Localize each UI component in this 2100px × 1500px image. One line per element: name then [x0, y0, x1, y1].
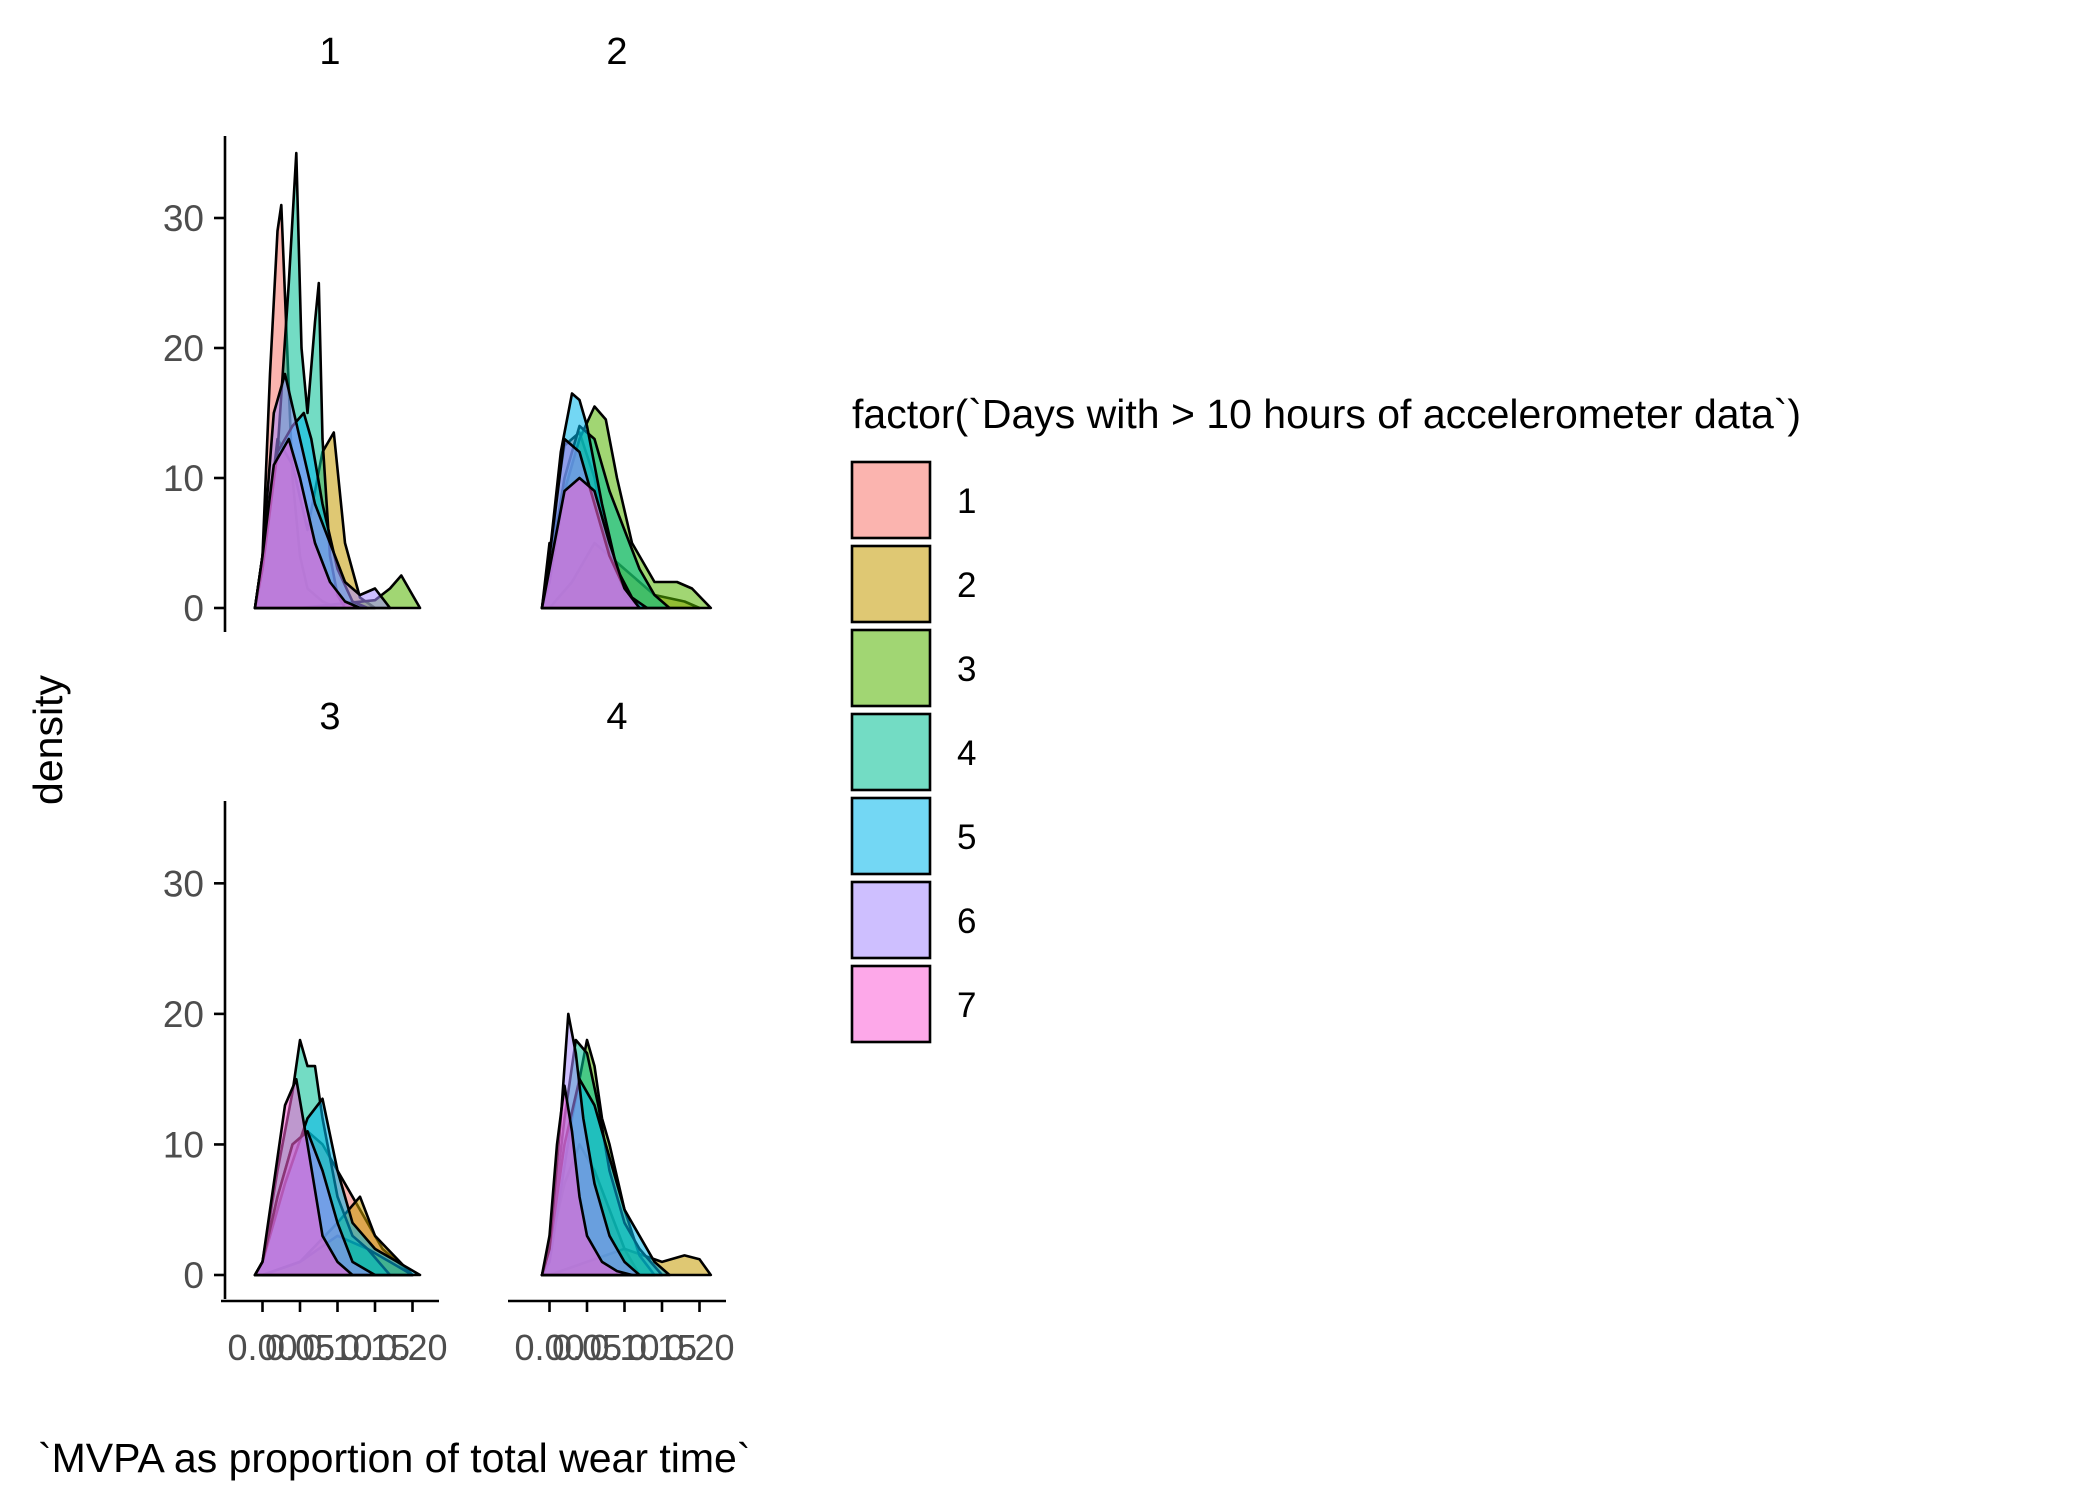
legend-key-6 — [850, 880, 932, 960]
x-tick-label: 0.10 — [302, 1327, 372, 1368]
legend-key-2 — [850, 544, 932, 624]
legend-key-4 — [850, 712, 932, 792]
x-tick-label: 0.20 — [664, 1327, 734, 1368]
y-tick-label: 10 — [163, 1124, 204, 1165]
x-axis-title: `MVPA as proportion of total wear time` — [38, 1435, 750, 1481]
facet-panel-4: 4 0.000.050.100.150.20 — [508, 696, 735, 1368]
legend-label: 6 — [957, 902, 976, 941]
legend-label: 4 — [957, 734, 976, 773]
x-tick-label: 0.00 — [227, 1327, 297, 1368]
legend: factor(`Days with > 10 hours of accelero… — [850, 391, 1801, 1044]
density-area-7 — [540, 1084, 634, 1277]
x-tick-label: 0.15 — [627, 1327, 697, 1368]
legend-label: 5 — [957, 818, 976, 857]
facet-strip-label: 4 — [606, 696, 627, 738]
y-tick-label: 0 — [183, 1255, 204, 1296]
density-area-7 — [253, 437, 362, 610]
facet-strip-label: 1 — [319, 31, 340, 73]
x-tick-label: 0.00 — [514, 1327, 584, 1368]
legend-key-5 — [850, 796, 932, 876]
legend-label: 7 — [957, 986, 976, 1025]
facet-strip-label: 3 — [319, 696, 340, 738]
facet-panel-2: 2 — [540, 31, 713, 610]
x-tick-label: 0.05 — [552, 1327, 622, 1368]
y-tick-label: 0 — [183, 588, 204, 629]
density-area-7 — [540, 476, 641, 610]
y-tick-label: 30 — [163, 863, 204, 904]
facet-panels: 101020302301020300.000.050.100.150.2040.… — [163, 31, 735, 1368]
y-tick-label: 20 — [163, 328, 204, 369]
legend-key-3 — [850, 628, 932, 708]
legend-title: factor(`Days with > 10 hours of accelero… — [852, 391, 1801, 437]
y-tick-label: 20 — [163, 994, 204, 1035]
legend-label: 3 — [957, 650, 976, 689]
y-tick-label: 10 — [163, 458, 204, 499]
legend-label: 2 — [957, 566, 976, 605]
y-axis-title: density — [25, 675, 71, 805]
legend-label: 1 — [957, 482, 976, 521]
legend-key-7 — [850, 964, 932, 1044]
x-tick-label: 0.05 — [265, 1327, 335, 1368]
x-tick-label: 0.15 — [340, 1327, 410, 1368]
legend-keys: 1 2 3 4 5 6 7 — [850, 460, 976, 1044]
legend-key-1 — [850, 460, 932, 540]
x-tick-label: 0.10 — [589, 1327, 659, 1368]
x-tick-label: 0.20 — [377, 1327, 447, 1368]
y-tick-label: 30 — [163, 198, 204, 239]
density-area-7 — [253, 1077, 354, 1277]
facet-strip-label: 2 — [606, 31, 627, 73]
